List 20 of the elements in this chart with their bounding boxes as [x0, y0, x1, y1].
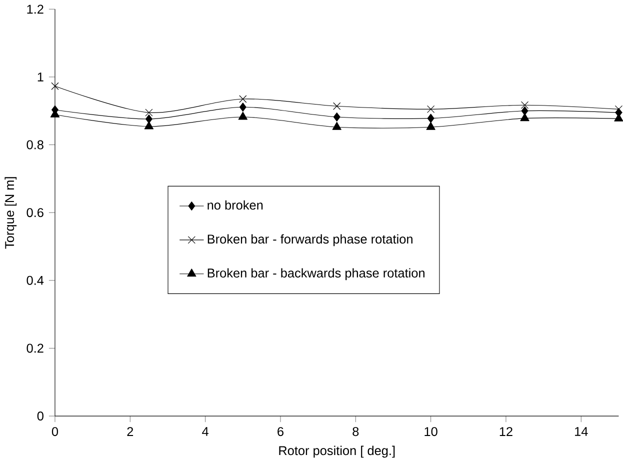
x-tick-label: 4: [202, 426, 208, 436]
x-tick-label: 6: [278, 426, 284, 436]
y-tick-label: 0.2: [26, 344, 44, 353]
legend-label: Broken bar - forwards phase rotation: [208, 234, 412, 246]
y-tick-label: 0.4: [26, 276, 44, 285]
x-tick-label: 10: [424, 426, 438, 436]
x-axis-title: Rotor position [ deg.]: [279, 446, 395, 458]
y-tick-label: 0.8: [26, 140, 44, 150]
y-tick-label: 1.2: [27, 4, 44, 14]
x-tick-label: 8: [352, 426, 359, 436]
y-tick-label: 0: [37, 411, 44, 420]
x-tick-label: 2: [127, 426, 134, 436]
x-tick-label: 0: [52, 426, 58, 436]
y-axis-title: Torque [N m]: [4, 176, 17, 249]
legend-label: Broken bar - backwards phase rotation: [208, 268, 424, 280]
x-tick-label: 14: [575, 426, 588, 436]
y-tick-label: 1: [38, 72, 44, 82]
x-tick-label: 12: [500, 426, 512, 436]
y-tick-label: 0.6: [26, 208, 44, 217]
legend-label: no broken: [208, 200, 263, 210]
